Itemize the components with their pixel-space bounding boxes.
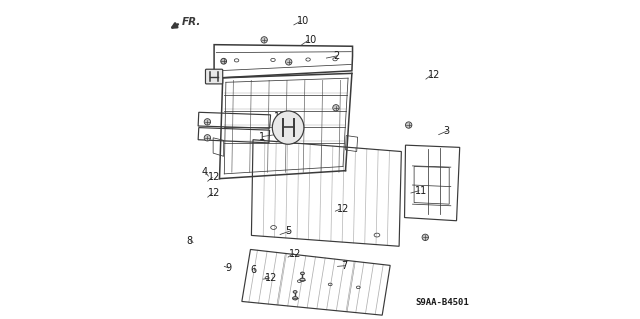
Circle shape — [406, 122, 412, 128]
Text: 10: 10 — [305, 35, 317, 45]
Text: 12: 12 — [337, 204, 349, 214]
Text: 12: 12 — [265, 273, 278, 283]
Text: 5: 5 — [285, 226, 292, 236]
Text: 10: 10 — [297, 16, 309, 26]
Circle shape — [333, 105, 339, 111]
Ellipse shape — [293, 291, 297, 293]
Text: 8: 8 — [187, 236, 193, 246]
Text: 2: 2 — [333, 51, 340, 61]
Circle shape — [422, 234, 428, 241]
Text: 1: 1 — [259, 131, 265, 142]
Text: 12: 12 — [428, 70, 440, 80]
Circle shape — [285, 59, 292, 65]
FancyBboxPatch shape — [205, 69, 223, 84]
Text: 11: 11 — [415, 186, 428, 196]
Circle shape — [261, 37, 268, 43]
Text: 12: 12 — [209, 172, 221, 182]
Text: S9AA-B4501: S9AA-B4501 — [415, 298, 468, 307]
Text: 12: 12 — [209, 188, 221, 198]
Text: 7: 7 — [340, 261, 347, 271]
Text: FR.: FR. — [182, 17, 202, 27]
Ellipse shape — [300, 278, 305, 281]
Text: 6: 6 — [251, 264, 257, 275]
Text: 3: 3 — [444, 126, 450, 136]
Text: 4: 4 — [202, 167, 208, 177]
Ellipse shape — [301, 272, 305, 275]
Circle shape — [221, 58, 227, 64]
Ellipse shape — [292, 297, 298, 300]
Circle shape — [204, 119, 211, 125]
Ellipse shape — [272, 111, 304, 144]
Text: 13: 13 — [274, 112, 286, 122]
Circle shape — [204, 135, 211, 141]
Text: 9: 9 — [225, 263, 231, 273]
Text: 12: 12 — [289, 249, 301, 259]
